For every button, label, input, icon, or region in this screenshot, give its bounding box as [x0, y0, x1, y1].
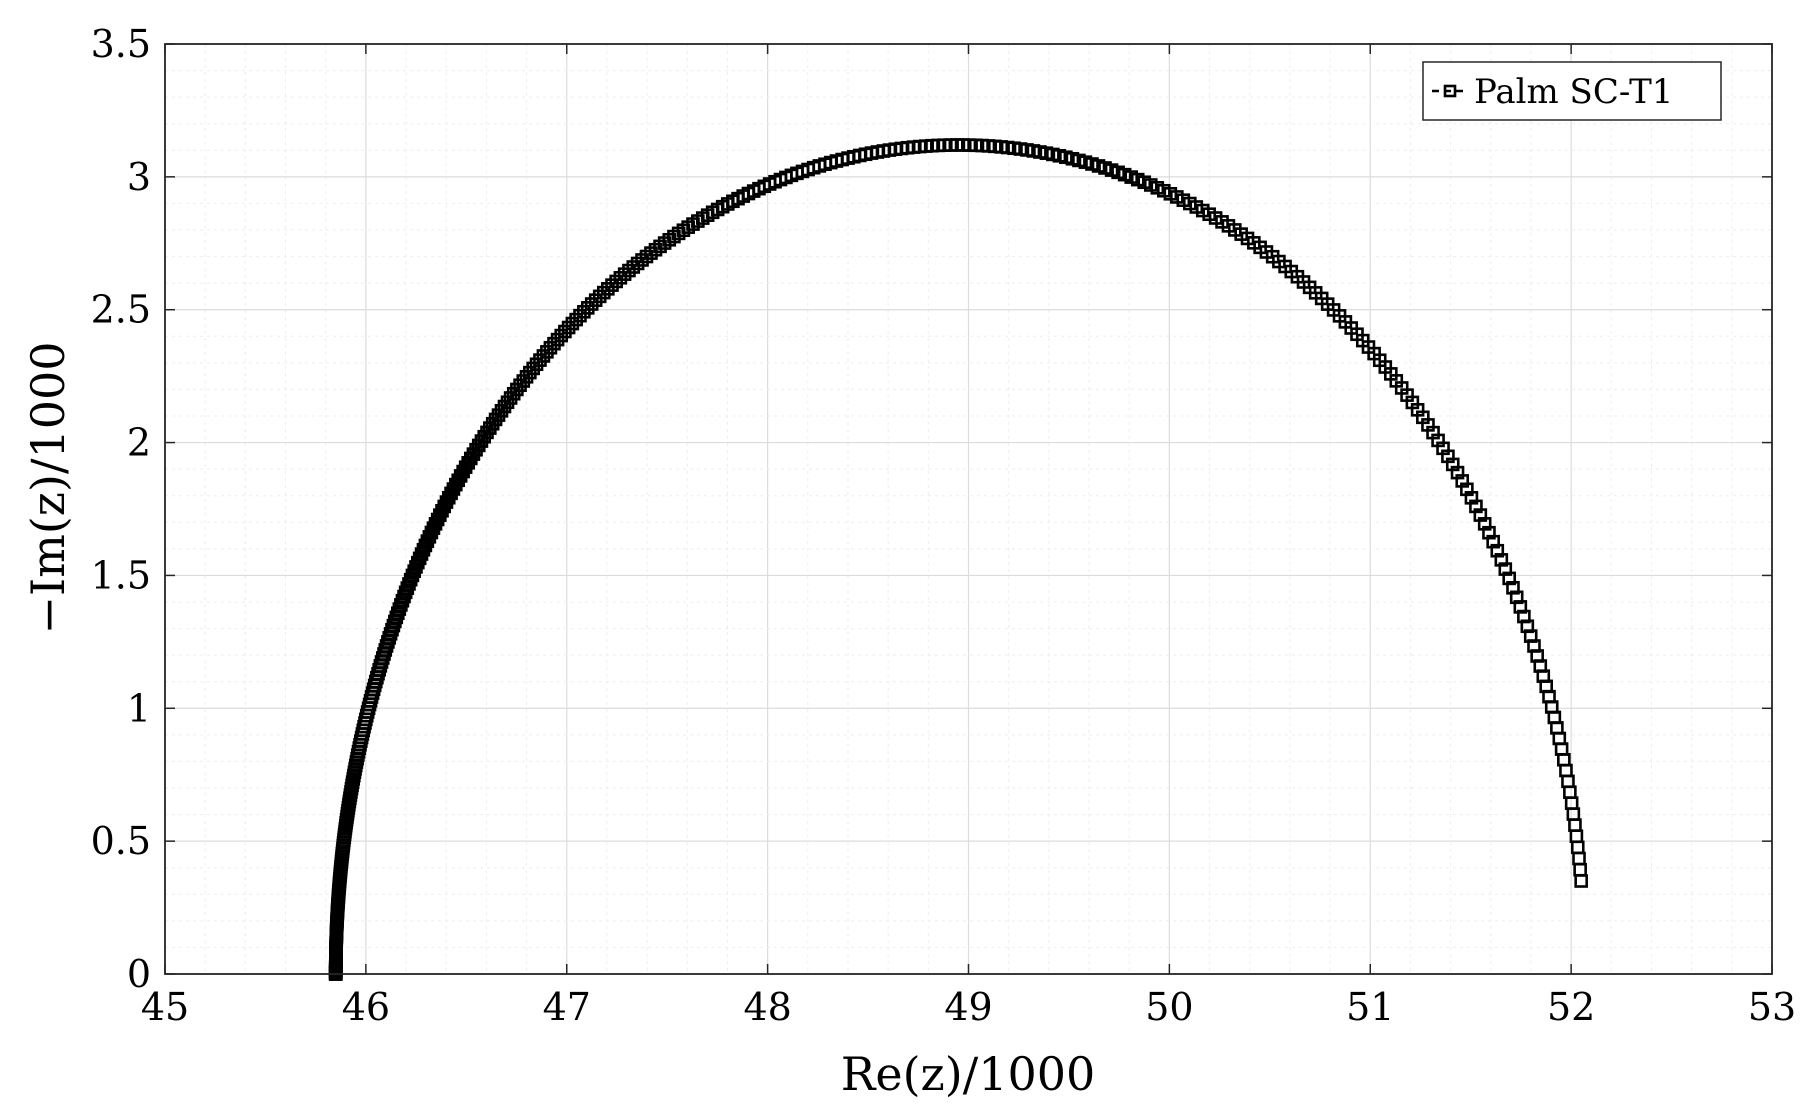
data-point-marker: [385, 622, 399, 637]
data-point-marker: [565, 316, 580, 331]
data-point-marker: [1482, 525, 1496, 540]
data-point-marker: [592, 289, 607, 304]
data-point-marker: [588, 293, 603, 307]
data-point-marker: [554, 328, 569, 343]
data-point-marker: [1490, 543, 1505, 558]
data-point-marker: [1570, 840, 1585, 855]
data-point-marker: [1498, 562, 1513, 576]
data-point-marker: [1572, 851, 1586, 866]
data-point-marker: [1509, 590, 1524, 605]
data-point-marker: [536, 349, 551, 363]
x-axis-label: Re(z)/1000: [841, 1047, 1096, 1101]
legend: Palm SC-T1: [1422, 61, 1722, 121]
x-tick-label: 45: [141, 985, 189, 1029]
y-tick-label: 1: [127, 686, 151, 730]
x-tick-label: 51: [1346, 985, 1394, 1029]
data-point-marker: [1486, 534, 1500, 549]
data-point-marker: [529, 357, 544, 372]
data-point-marker: [584, 297, 599, 311]
data-point-marker: [558, 324, 572, 339]
data-point-marker: [543, 340, 558, 355]
legend-box: [1422, 61, 1722, 121]
y-tick-label: 2: [127, 421, 151, 465]
data-point-marker: [391, 606, 405, 621]
data-point-marker: [580, 301, 595, 315]
data-point-marker: [388, 614, 402, 629]
y-axis-ticks: 0 0.5 1 1.5 2 2.5 3 3.5: [91, 22, 1772, 996]
legend-series-label: Palm SC-T1: [1474, 72, 1673, 112]
x-tick-label: 48: [743, 985, 791, 1029]
data-point-marker: [386, 618, 401, 633]
data-point-marker: [547, 336, 561, 351]
data-point-marker: [392, 602, 407, 616]
data-point-marker: [540, 345, 554, 359]
y-tick-label: 0: [127, 952, 151, 996]
data-point-marker: [1573, 862, 1587, 877]
data-point-marker: [569, 312, 583, 327]
x-tick-label: 49: [944, 985, 992, 1029]
data-point-marker: [1569, 829, 1584, 843]
x-tick-label: 47: [543, 985, 591, 1029]
y-tick-label: 0.5: [91, 819, 151, 863]
x-axis-ticks: 45 46 47 48 49 50 51 52 53: [141, 44, 1796, 1029]
y-tick-label: 3: [127, 155, 151, 199]
y-tick-label: 1.5: [91, 553, 151, 597]
data-point-marker: [1559, 763, 1573, 778]
x-tick-label: 46: [342, 985, 390, 1029]
data-point-marker: [1574, 874, 1588, 888]
y-axis-label: −Im(z)/1000: [21, 341, 75, 634]
data-point-marker: [1513, 600, 1528, 614]
data-point-marker: [1502, 571, 1516, 586]
data-point-marker: [533, 353, 547, 367]
data-point-marker: [550, 332, 565, 347]
data-point-marker: [573, 308, 587, 323]
data-point-marker: [601, 282, 615, 296]
data-point-marker: [394, 598, 408, 612]
legend-square-marker: [1443, 84, 1457, 98]
data-point-marker: [1494, 553, 1509, 567]
data-point-marker: [1557, 752, 1571, 767]
y-tick-label: 2.5: [91, 288, 151, 332]
data-point-marker: [596, 285, 611, 300]
data-series-palm-sc-t1: [328, 138, 1588, 981]
data-point-marker: [561, 320, 576, 335]
grid: [164, 43, 1773, 975]
data-point-marker: [1561, 774, 1575, 789]
x-tick-label: 53: [1748, 985, 1796, 1029]
data-point-marker: [605, 278, 619, 292]
data-point-marker: [1506, 581, 1520, 595]
data-point-marker: [395, 593, 410, 608]
data-point-marker: [389, 610, 404, 625]
y-tick-label: 3.5: [91, 22, 151, 66]
data-point-marker: [577, 304, 591, 319]
x-tick-label: 50: [1145, 985, 1193, 1029]
x-tick-label: 52: [1547, 985, 1595, 1029]
